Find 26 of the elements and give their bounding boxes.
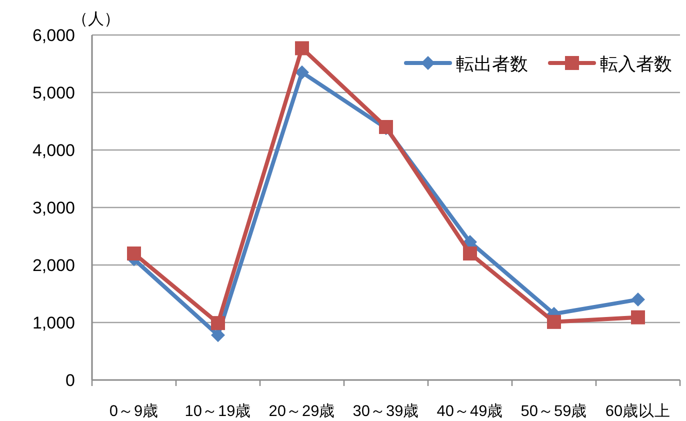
x-tick-label: 50～59歳 [520, 402, 588, 420]
legend-label: 転出者数 [456, 54, 528, 74]
y-tick-label: 2,000 [32, 256, 75, 275]
point [631, 310, 645, 324]
x-tick-label: 0～9歳 [109, 402, 159, 420]
point [295, 41, 309, 56]
y-tick-label: 6,000 [32, 26, 75, 45]
x-tick-label: 10～19歳 [184, 402, 252, 420]
y-tick-label: 0 [66, 371, 75, 390]
point [211, 316, 225, 330]
x-tick-label: 60歳以上 [605, 402, 671, 420]
x-tick-label: 20～29歳 [268, 402, 336, 420]
x-tick-label: 30～39歳 [352, 402, 420, 420]
x-tick-label: 40～49歳 [436, 402, 504, 420]
point [547, 314, 561, 329]
y-tick-label: 5,000 [32, 84, 75, 102]
y-tick-label: 3,000 [32, 198, 75, 218]
y-tick-label: 4,000 [32, 141, 75, 160]
point [127, 246, 141, 260]
y-tick-label: 1,000 [32, 314, 75, 332]
legend-label: 転入者数 [600, 54, 672, 74]
point [295, 65, 309, 80]
point [211, 328, 225, 342]
point [463, 246, 477, 260]
y-axis-title: （人） [72, 11, 120, 28]
point [631, 292, 645, 306]
